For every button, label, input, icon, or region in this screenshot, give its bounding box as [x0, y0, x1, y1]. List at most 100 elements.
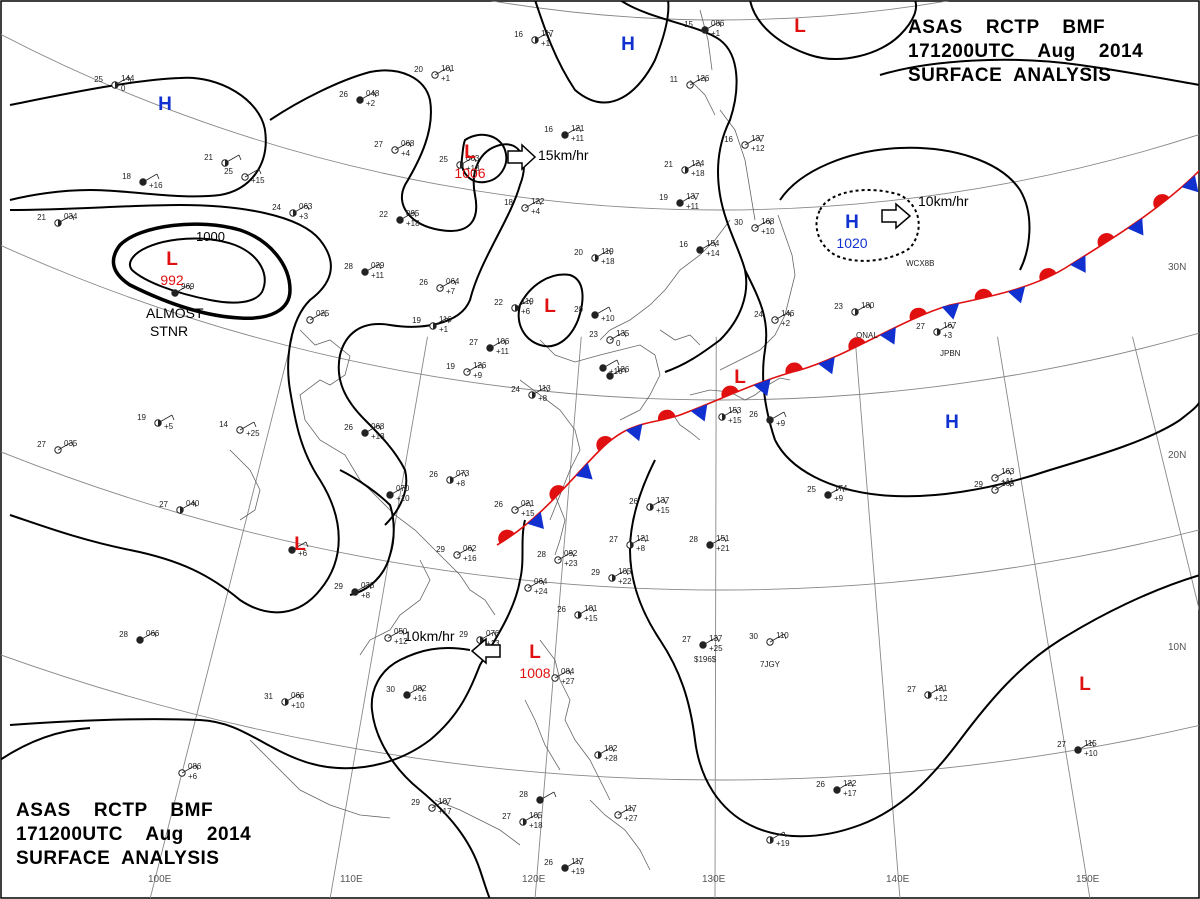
- station-plot: 126: [606, 365, 630, 380]
- svg-text:144: 144: [121, 74, 135, 83]
- svg-text:969: 969: [181, 282, 195, 291]
- station-plot: 25 063+13: [439, 154, 480, 173]
- svg-text:15: 15: [684, 20, 693, 29]
- station-plot: 21 124+18: [664, 159, 705, 178]
- svg-text:+25: +25: [709, 644, 723, 653]
- svg-text:26: 26: [419, 278, 428, 287]
- station-plot: 26 021+15: [494, 499, 535, 518]
- svg-text:+18: +18: [601, 257, 615, 266]
- svg-text:29: 29: [459, 630, 468, 639]
- station-plot: 22 095+18: [379, 209, 420, 228]
- ship-id: $196$: [694, 655, 717, 664]
- svg-text:102: 102: [604, 744, 618, 753]
- svg-text:+17: +17: [843, 789, 857, 798]
- svg-text:28: 28: [519, 790, 528, 799]
- station-plot: 28 066: [119, 629, 160, 644]
- svg-text:135: 135: [616, 329, 630, 338]
- warm-front-bump: [498, 529, 515, 544]
- warm-front-bump: [1153, 194, 1170, 209]
- svg-text:+12: +12: [394, 637, 408, 646]
- svg-text:117: 117: [571, 857, 584, 866]
- cold-front-barb: [818, 356, 835, 375]
- station-plot: +19: [766, 831, 790, 848]
- svg-text:+17: +17: [438, 807, 452, 816]
- svg-text:27: 27: [469, 338, 478, 347]
- chart-header-bottom: ASAS RCTP BMF 171200UTC Aug 2014 SURFACE…: [16, 799, 251, 871]
- svg-text:064: 064: [534, 577, 548, 586]
- svg-text:+10: +10: [291, 701, 305, 710]
- station-plot: 30 082+16: [386, 684, 427, 703]
- svg-text:086: 086: [711, 19, 725, 28]
- svg-text:+11: +11: [1001, 477, 1015, 486]
- cold-front-barb: [1127, 218, 1144, 236]
- svg-text:174: 174: [834, 484, 848, 493]
- ship-id: 7JGY: [760, 660, 781, 669]
- svg-text:+12: +12: [751, 144, 765, 153]
- svg-text:19: 19: [412, 316, 421, 325]
- svg-text:029: 029: [371, 261, 385, 270]
- station-plot: 27 121+8: [609, 534, 650, 553]
- svg-text:24: 24: [754, 310, 763, 319]
- svg-text:040: 040: [186, 499, 200, 508]
- svg-text:107: 107: [438, 797, 452, 806]
- warm-front-bump: [785, 362, 804, 374]
- pressure-centers: H H L L 992 L 1006 L H 1020 L L L 1008 H L: [158, 16, 1091, 695]
- svg-text:154: 154: [706, 239, 720, 248]
- svg-text:21: 21: [204, 153, 213, 162]
- svg-text:076: 076: [486, 629, 500, 638]
- station-plot: 26 137+15: [629, 496, 670, 515]
- svg-text:086: 086: [188, 762, 202, 771]
- station-plot: +16: [599, 359, 623, 376]
- station-plot: 29 038+8: [334, 581, 375, 600]
- center-pressure-value: 1020: [836, 235, 867, 251]
- svg-text:126: 126: [473, 361, 487, 370]
- station-plot: 14 +25: [219, 420, 260, 438]
- svg-text:+8: +8: [636, 544, 646, 553]
- svg-text:16: 16: [514, 30, 523, 39]
- station-plot: 23 180: [834, 301, 875, 316]
- cold-front-barb: [625, 423, 643, 442]
- svg-text:28: 28: [119, 630, 128, 639]
- svg-text:084: 084: [561, 667, 575, 676]
- svg-text:066: 066: [146, 629, 160, 638]
- svg-text:26: 26: [344, 423, 353, 432]
- svg-text:137: 137: [656, 496, 670, 505]
- station-plot: 26 068+13: [344, 422, 385, 441]
- station-plot: 18 122+4: [504, 197, 545, 216]
- warm-front-bump: [657, 409, 676, 421]
- station-plot: 28 151+21: [689, 534, 730, 553]
- svg-text:116: 116: [439, 315, 452, 324]
- svg-text:18: 18: [122, 172, 131, 181]
- svg-text:+1: +1: [541, 39, 551, 48]
- svg-text:082: 082: [413, 684, 427, 693]
- station-plot: 22 119+6: [494, 297, 534, 316]
- svg-text:22: 22: [494, 298, 503, 307]
- svg-text:+16: +16: [413, 694, 427, 703]
- svg-text:27: 27: [609, 535, 618, 544]
- svg-text:+23: +23: [564, 559, 578, 568]
- header-line-3: SURFACE ANALYSIS: [16, 848, 220, 869]
- svg-text:29: 29: [974, 480, 983, 489]
- header-line-2: 171200UTC Aug 2014: [16, 824, 252, 845]
- svg-text:+8: +8: [538, 394, 548, 403]
- svg-text:137: 137: [709, 634, 723, 643]
- svg-text:126: 126: [696, 74, 710, 83]
- svg-text:+15: +15: [521, 509, 535, 518]
- lon-label-partial: 100E: [148, 874, 172, 885]
- svg-text:063: 063: [299, 202, 313, 211]
- svg-text:+10: +10: [396, 494, 410, 503]
- svg-text:+8: +8: [456, 479, 466, 488]
- station-plot: 086+6: [178, 762, 202, 781]
- svg-text:035: 035: [64, 439, 78, 448]
- station-plot: 24 063+3: [272, 202, 313, 221]
- svg-text:+11: +11: [371, 271, 385, 280]
- station-plot: 050+12: [384, 627, 408, 646]
- svg-text:20: 20: [574, 305, 583, 314]
- low-pressure-center: L: [544, 296, 556, 317]
- svg-text:146: 146: [781, 309, 795, 318]
- warm-front-bump: [1097, 233, 1115, 247]
- svg-text:+2: +2: [366, 99, 376, 108]
- svg-text:038: 038: [361, 581, 375, 590]
- svg-text:22: 22: [379, 210, 388, 219]
- station-plot: 29 107+17: [411, 797, 452, 816]
